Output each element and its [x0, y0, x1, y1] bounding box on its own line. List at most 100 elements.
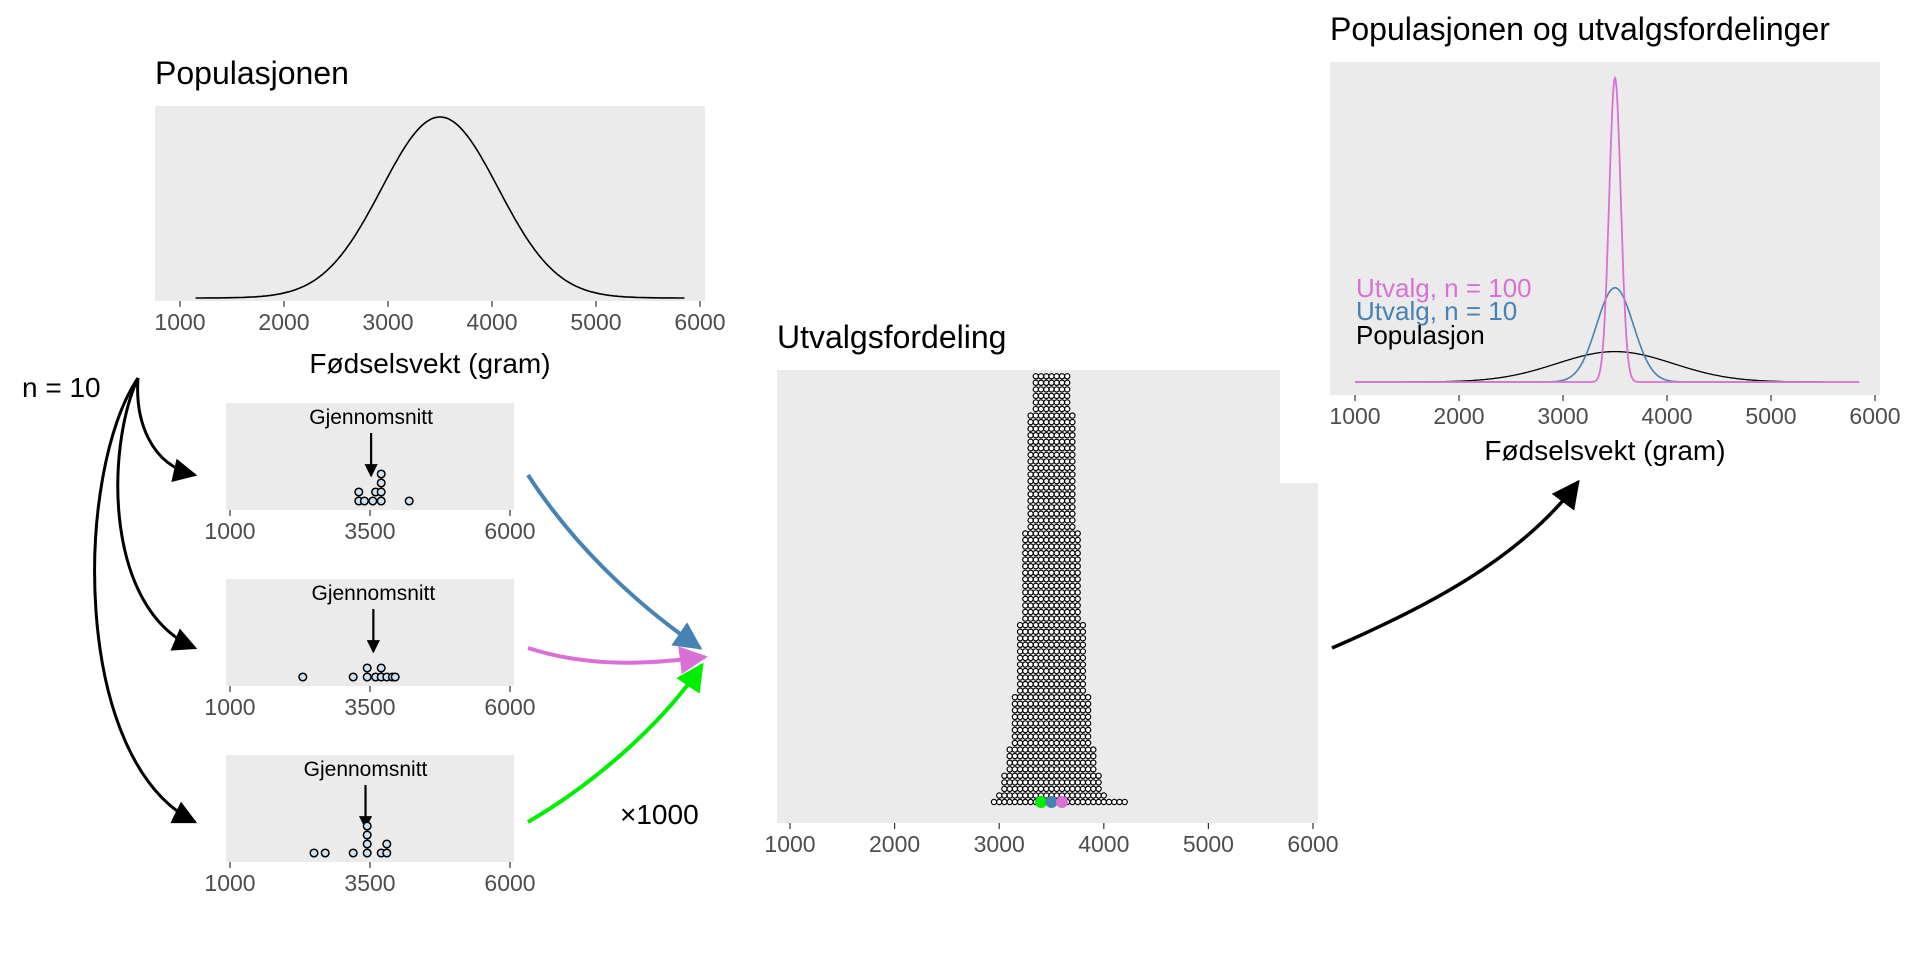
sampling-dot: [1037, 628, 1045, 635]
sampling-dot: [1053, 497, 1060, 504]
highlighted-mean-1: [1035, 796, 1048, 808]
sampling-dot: [1084, 798, 1092, 806]
sampling-dot: [1058, 491, 1066, 498]
sample3-x-tick-label-3500: 3500: [344, 870, 395, 896]
sampling-dot: [1037, 517, 1045, 524]
sampling-dot: [1022, 739, 1029, 747]
sampling-dot: [1048, 713, 1055, 721]
sampling-dot: [1027, 680, 1034, 688]
sampling-dot: [1027, 746, 1034, 753]
sampling-dot: [1022, 595, 1029, 603]
sampling-dot: [1048, 405, 1055, 413]
sampling-dot: [1063, 707, 1071, 714]
sampling-dot: [1063, 418, 1071, 426]
sampling-dot: [1027, 648, 1034, 655]
sampling-dot: [1032, 654, 1040, 662]
sampling-dot: [1037, 412, 1045, 419]
sampling-dot: [1063, 648, 1071, 655]
sampling-dot: [1090, 746, 1097, 753]
sampling-dot: [1069, 543, 1076, 550]
sampling-dot: [1032, 471, 1040, 478]
sample-dot: [362, 830, 372, 840]
sampling-dot: [1058, 687, 1066, 694]
sampling-dot: [1027, 517, 1034, 524]
sampling-title: Utvalgsfordeling: [777, 319, 1006, 355]
mean-label-2: Gjennomsnitt: [311, 582, 435, 605]
sampling-dot: [1053, 556, 1060, 563]
sample-dot: [382, 848, 392, 858]
sampling-dot: [1048, 399, 1055, 406]
sampling-dot: [1048, 523, 1055, 531]
sampling-dot: [1048, 628, 1055, 635]
sampling-dot: [1043, 595, 1050, 603]
sampling-dot: [1027, 464, 1034, 472]
sampling-dot: [1048, 674, 1055, 681]
sampling-dot: [1058, 621, 1066, 629]
sampling-dot: [1069, 477, 1076, 485]
sampling-dot: [1063, 746, 1071, 753]
sampling-dot: [1022, 667, 1029, 675]
legend-n100: Utvalg, n = 100: [1356, 273, 1532, 303]
sampling-dot: [1048, 425, 1055, 432]
sampling-dot: [1006, 785, 1013, 793]
sampling-dot: [1053, 602, 1060, 609]
sample2-x-tick-label-1000: 1000: [204, 694, 255, 720]
sampling-dot: [1011, 700, 1019, 708]
sampling-dot: [1069, 517, 1076, 524]
sampling-dot: [1048, 464, 1055, 472]
sampling-dot: [1074, 563, 1081, 570]
sampling-dot: [1032, 641, 1040, 649]
sampling-dot: [1063, 654, 1071, 662]
sampling-dot: [1016, 792, 1024, 799]
sampling-dot: [1058, 549, 1066, 557]
sampling-dot: [1053, 785, 1060, 793]
sampling-dot: [1058, 576, 1066, 583]
sampling-dot: [1032, 661, 1040, 668]
sampling-dot: [1053, 779, 1060, 786]
sampling-dot: [1032, 373, 1040, 380]
sampling-dot: [1058, 661, 1066, 668]
sampling-dot: [1027, 451, 1034, 459]
sampling-dot: [1058, 412, 1066, 419]
sampling-dot: [1006, 746, 1013, 753]
sampling-dot: [1032, 530, 1040, 537]
sampling-dot: [1016, 798, 1024, 806]
population-plot-area: [155, 106, 705, 301]
sampling-dot: [1063, 425, 1071, 432]
sampling-dot: [1053, 392, 1060, 400]
sampling-dot: [1069, 510, 1076, 517]
sampling-dot: [1063, 641, 1071, 649]
sampling-dot: [1037, 772, 1045, 780]
population-panel: Populasjonen 1000 2000 3000 4000 5000 6000 Fø…: [154, 55, 725, 379]
sampling-dot: [1069, 418, 1076, 426]
sampling-dot: [1079, 785, 1087, 793]
sampling-dot: [1053, 523, 1060, 531]
sampling-dot: [1022, 556, 1029, 563]
sampling-dot: [1058, 694, 1066, 701]
sample-dot: [390, 672, 400, 682]
sampling-dot: [1053, 700, 1060, 708]
sampling-dot: [1079, 648, 1087, 655]
sampling-dot: [1016, 674, 1024, 681]
sampling-dot: [1037, 451, 1045, 459]
sampling-dot: [1027, 425, 1034, 432]
sampling-dot: [1074, 648, 1081, 655]
sampling-dot: [1069, 661, 1076, 668]
sampling-dot: [1095, 772, 1102, 780]
sampling-dot: [1016, 772, 1024, 780]
sample-dot: [359, 496, 369, 506]
sampling-dot: [1022, 726, 1029, 734]
sampling-dot: [1022, 569, 1029, 577]
legend-population: Populasjon: [1356, 320, 1485, 350]
sampling-dot: [1053, 654, 1060, 662]
sampling-dot: [1037, 720, 1045, 727]
sampling-dot: [1016, 680, 1024, 688]
sampling-dot: [1037, 458, 1045, 465]
sampling-dot: [1043, 530, 1050, 537]
sampling-dot: [1032, 779, 1040, 786]
sampling-dot: [1095, 785, 1102, 793]
sampling-dot: [1043, 484, 1050, 491]
sampling-dot: [1048, 648, 1055, 655]
sampling-dot: [1027, 726, 1034, 734]
sampling-dot: [1063, 477, 1071, 485]
